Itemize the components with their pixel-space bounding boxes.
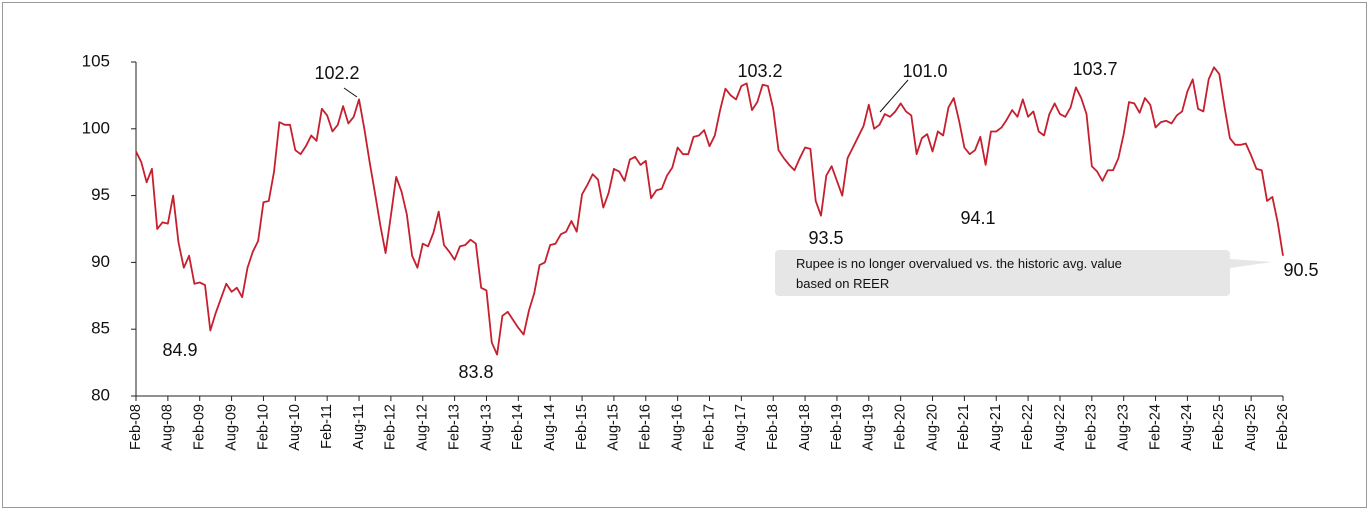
x-tick-label: Feb-26 (1275, 404, 1291, 450)
x-tick-label: Aug-24 (1179, 404, 1195, 451)
x-tick-label: Aug-18 (797, 404, 813, 451)
leader-line (879, 79, 909, 113)
x-tick-label: Aug-09 (223, 404, 239, 451)
x-tick-label: Aug-08 (160, 404, 176, 451)
x-tick-label: Feb-08 (128, 404, 144, 450)
y-tick-label: 85 (91, 319, 110, 338)
y-tick-label: 80 (91, 385, 110, 404)
x-tick-label: Aug-23 (1116, 404, 1132, 451)
x-tick-label: Aug-14 (542, 404, 558, 451)
annotation: 102.2 (314, 63, 359, 83)
x-tick-label: Feb-25 (1211, 404, 1227, 450)
x-tick-label: Aug-10 (287, 404, 303, 451)
x-tick-label: Feb-11 (319, 404, 335, 449)
x-tick-label: Aug-20 (924, 404, 940, 451)
x-tick-label: Feb-16 (638, 404, 654, 450)
x-tick-label: Feb-22 (1020, 404, 1036, 450)
x-tick-label: Aug-21 (988, 404, 1004, 451)
frame (2, 2, 1367, 508)
x-tick-label: Aug-13 (478, 404, 494, 451)
x-tick-label: Aug-22 (1052, 404, 1068, 451)
x-tick-label: Aug-19 (861, 404, 877, 451)
y-tick-label: 100 (82, 118, 110, 137)
x-tick-label: Feb-19 (829, 404, 845, 450)
leader-line (343, 87, 358, 98)
x-tick-label: Feb-15 (574, 404, 590, 450)
x-tick-label: Feb-14 (510, 404, 526, 450)
x-tick-label: Feb-24 (1147, 404, 1163, 450)
series-line (135, 66, 1284, 356)
x-tick-label: Feb-18 (765, 404, 781, 450)
x-tick-label: Aug-15 (606, 404, 622, 451)
x-tick-label: Feb-09 (192, 404, 208, 450)
x-tick-label: Aug-25 (1243, 404, 1259, 451)
callout-box (775, 250, 1272, 296)
annotation: 94.1 (960, 208, 995, 228)
x-tick-label: Feb-23 (1084, 404, 1100, 450)
x-tick-label: Aug-16 (669, 404, 685, 451)
x-tick-label: Feb-20 (892, 404, 908, 450)
annotation: 90.5 (1283, 260, 1318, 280)
annotation: 101.0 (902, 61, 947, 81)
x-tick-label: Feb-21 (956, 404, 972, 450)
annotation: 83.8 (458, 362, 493, 382)
callout-text: Rupee is no longer overvalued vs. the hi… (796, 256, 1122, 271)
y-tick-label: 95 (91, 185, 110, 204)
x-tick-label: Feb-17 (701, 404, 717, 450)
x-tick-label: Aug-12 (415, 404, 431, 451)
x-tick-label: Aug-11 (351, 404, 367, 450)
x-tick-label: Feb-13 (446, 404, 462, 450)
annotation: 103.7 (1072, 59, 1117, 79)
x-tick-label: Feb-12 (383, 404, 399, 450)
callout-text: based on REER (796, 276, 889, 291)
y-tick-label: 105 (82, 51, 110, 70)
x-tick-label: Feb-10 (255, 404, 271, 450)
annotation: 93.5 (808, 228, 843, 248)
annotation: 84.9 (162, 340, 197, 360)
y-tick-label: 90 (91, 252, 110, 271)
x-tick-label: Aug-17 (733, 404, 749, 451)
annotation: 103.2 (737, 61, 782, 81)
